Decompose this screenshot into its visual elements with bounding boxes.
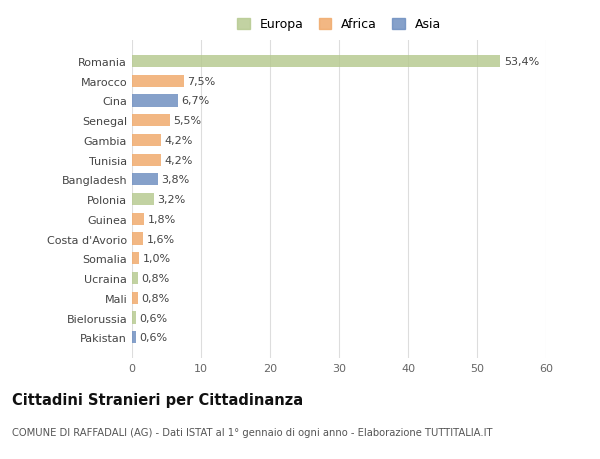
Text: 4,2%: 4,2% — [164, 135, 193, 146]
Text: 1,6%: 1,6% — [146, 234, 175, 244]
Bar — [132, 75, 184, 88]
Bar — [132, 115, 170, 127]
Text: 3,2%: 3,2% — [158, 195, 186, 205]
Bar — [132, 331, 136, 344]
Bar — [132, 213, 145, 225]
Text: 0,8%: 0,8% — [141, 293, 169, 303]
Bar — [132, 292, 137, 304]
Bar — [132, 154, 161, 166]
Text: COMUNE DI RAFFADALI (AG) - Dati ISTAT al 1° gennaio di ogni anno - Elaborazione : COMUNE DI RAFFADALI (AG) - Dati ISTAT al… — [12, 427, 493, 437]
Text: 1,0%: 1,0% — [142, 254, 170, 264]
Bar — [132, 174, 158, 186]
Text: Cittadini Stranieri per Cittadinanza: Cittadini Stranieri per Cittadinanza — [12, 392, 303, 408]
Bar — [132, 233, 143, 245]
Text: 0,6%: 0,6% — [140, 332, 168, 342]
Bar — [132, 312, 136, 324]
Bar — [132, 252, 139, 265]
Text: 3,8%: 3,8% — [161, 175, 190, 185]
Text: 53,4%: 53,4% — [504, 57, 539, 67]
Bar — [132, 134, 161, 147]
Text: 5,5%: 5,5% — [173, 116, 202, 126]
Text: 0,8%: 0,8% — [141, 274, 169, 283]
Text: 0,6%: 0,6% — [140, 313, 168, 323]
Bar — [132, 95, 178, 107]
Bar — [132, 194, 154, 206]
Bar — [132, 56, 500, 68]
Text: 4,2%: 4,2% — [164, 155, 193, 165]
Text: 7,5%: 7,5% — [187, 77, 215, 86]
Bar — [132, 272, 137, 285]
Text: 1,8%: 1,8% — [148, 214, 176, 224]
Text: 6,7%: 6,7% — [182, 96, 210, 106]
Legend: Europa, Africa, Asia: Europa, Africa, Asia — [235, 16, 443, 34]
